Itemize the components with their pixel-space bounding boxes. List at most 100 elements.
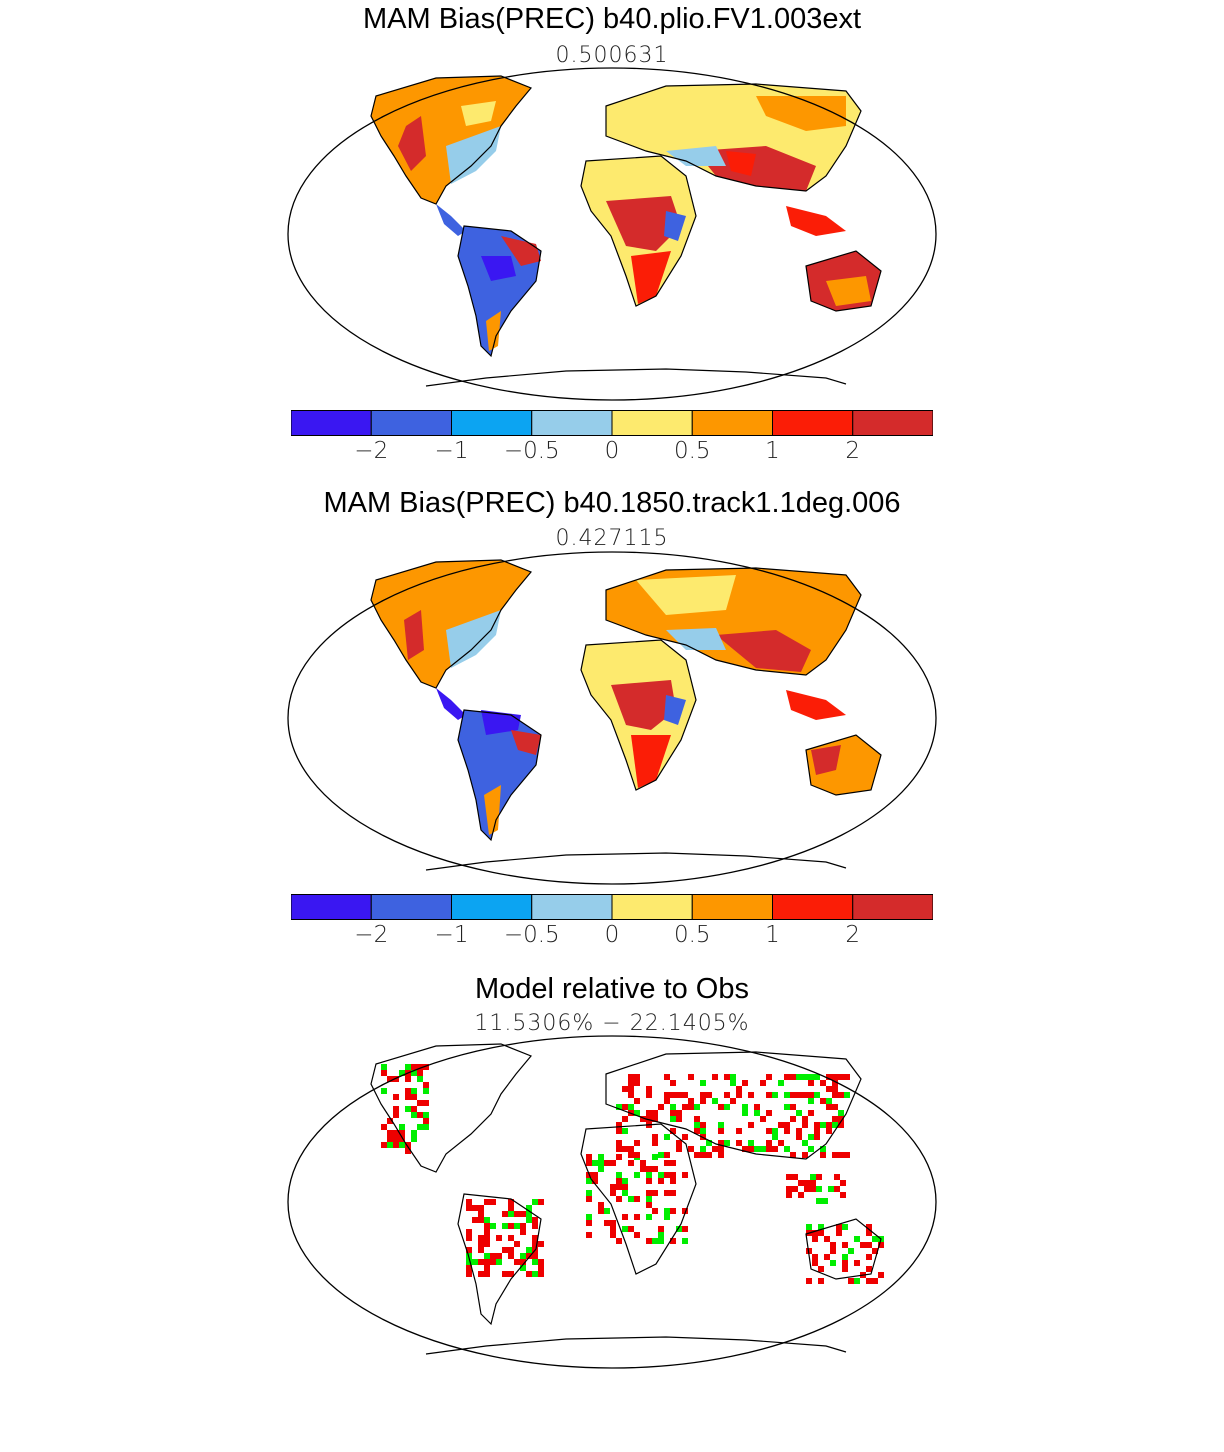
comparison-cell <box>387 1130 393 1136</box>
comparison-cell <box>842 1266 848 1272</box>
comparison-cell <box>411 1106 417 1112</box>
comparison-cell <box>798 1180 804 1186</box>
comparison-cell <box>832 1086 838 1092</box>
comparison-cell <box>866 1224 872 1230</box>
comparison-cell <box>792 1186 798 1192</box>
comparison-cell <box>478 1217 484 1223</box>
comparison-cell <box>646 1116 652 1122</box>
comparison-cell <box>670 1238 676 1244</box>
comparison-cell <box>622 1128 628 1134</box>
comparison-cell <box>676 1116 682 1122</box>
comparison-cell <box>628 1152 634 1158</box>
comparison-cell <box>700 1128 706 1134</box>
comparison-cell <box>718 1152 724 1158</box>
comparison-cell <box>810 1180 816 1186</box>
panel2-title: MAM Bias(PREC) b40.1850.track1.1deg.006 <box>323 487 901 519</box>
comparison-cell <box>490 1199 496 1205</box>
comparison-cell <box>478 1247 484 1253</box>
comparison-cell <box>658 1232 664 1238</box>
colorbar-tick-label: 0.5 <box>673 438 711 464</box>
comparison-cell <box>748 1092 754 1098</box>
comparison-cell <box>808 1110 814 1116</box>
comparison-cell <box>700 1146 706 1152</box>
panel2-colorbar-labels: −2 −1 −0.5 0 0.5 1 2 <box>291 922 933 952</box>
comparison-cell <box>423 1082 429 1088</box>
comparison-cell <box>796 1110 802 1116</box>
comparison-cell <box>784 1104 790 1110</box>
comparison-cell <box>399 1142 405 1148</box>
comparison-cell <box>736 1128 742 1134</box>
comparison-cell <box>790 1152 796 1158</box>
comparison-cell <box>790 1092 796 1098</box>
comparison-cell <box>844 1092 850 1098</box>
comparison-cell <box>616 1122 622 1128</box>
comparison-cell <box>532 1217 538 1223</box>
comparison-cell <box>598 1154 604 1160</box>
comparison-cell <box>766 1128 772 1134</box>
comparison-cell <box>604 1220 610 1226</box>
comparison-cell <box>393 1112 399 1118</box>
comparison-cell <box>804 1180 810 1186</box>
colorbar-tick-label: 2 <box>845 922 861 948</box>
comparison-cell <box>670 1172 676 1178</box>
colorbar-tick-label: 0.5 <box>673 922 711 948</box>
comparison-cell <box>502 1211 508 1217</box>
comparison-cell <box>830 1242 836 1248</box>
comparison-cell <box>640 1160 646 1166</box>
comparison-cell <box>634 1098 640 1104</box>
comparison-cell <box>502 1271 508 1277</box>
comparison-cell <box>598 1160 604 1166</box>
comparison-cell <box>842 1260 848 1266</box>
comparison-cell <box>784 1074 790 1080</box>
comparison-cell <box>682 1172 688 1178</box>
comparison-cell <box>700 1122 706 1128</box>
comparison-cell <box>616 1178 622 1184</box>
comparison-cell <box>866 1266 872 1272</box>
comparison-cell <box>484 1199 490 1205</box>
comparison-cell <box>766 1110 772 1116</box>
comparison-cell <box>836 1230 842 1236</box>
comparison-cell <box>754 1104 760 1110</box>
comparison-cell <box>496 1235 502 1241</box>
comparison-cell <box>393 1142 399 1148</box>
comparison-cell <box>538 1241 544 1247</box>
comparison-cell <box>826 1104 832 1110</box>
comparison-cell <box>784 1092 790 1098</box>
comparison-cell <box>664 1214 670 1220</box>
comparison-cell <box>490 1253 496 1259</box>
comparison-cell <box>706 1140 712 1146</box>
comparison-cell <box>610 1184 616 1190</box>
comparison-cell <box>866 1278 872 1284</box>
comparison-cell <box>532 1253 538 1259</box>
comparison-cell <box>598 1208 604 1214</box>
comparison-cell <box>604 1208 610 1214</box>
comparison-cell <box>628 1086 634 1092</box>
comparison-cell <box>832 1092 838 1098</box>
comparison-cell <box>622 1116 628 1122</box>
colorbar-swatch <box>772 410 854 436</box>
comparison-cell <box>754 1146 760 1152</box>
comparison-cell <box>586 1220 592 1226</box>
comparison-cell <box>532 1259 538 1265</box>
comparison-cell <box>724 1104 730 1110</box>
colorbar-tick-label: −0.5 <box>503 922 560 948</box>
comparison-cell <box>484 1271 490 1277</box>
comparison-cell <box>860 1242 866 1248</box>
comparison-cell <box>472 1217 478 1223</box>
comparison-cell <box>466 1247 472 1253</box>
comparison-cell <box>670 1092 676 1098</box>
comparison-cell <box>790 1104 796 1110</box>
comparison-cell <box>796 1134 802 1140</box>
comparison-cell <box>724 1092 730 1098</box>
comparison-cell <box>670 1208 676 1214</box>
comparison-cell <box>670 1160 676 1166</box>
colorbar-swatch <box>451 894 533 920</box>
comparison-cell <box>381 1124 387 1130</box>
comparison-cell <box>646 1092 652 1098</box>
comparison-cell <box>816 1174 822 1180</box>
comparison-cell <box>526 1217 532 1223</box>
comparison-cell <box>814 1128 820 1134</box>
comparison-cell <box>866 1242 872 1248</box>
comparison-cell <box>520 1253 526 1259</box>
comparison-cell <box>610 1160 616 1166</box>
